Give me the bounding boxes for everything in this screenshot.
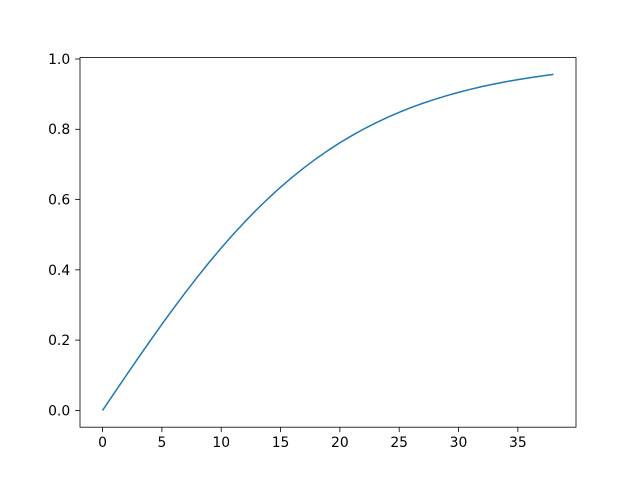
- y-tick-label: 0.4: [48, 263, 70, 279]
- x-tick-label: 20: [331, 435, 349, 451]
- x-tick-label: 5: [157, 435, 166, 451]
- x-tick-label: 15: [272, 435, 290, 451]
- x-tick-label: 35: [509, 435, 527, 451]
- y-tick-label: 0.8: [48, 122, 70, 138]
- y-axis: 0.0 0.2 0.4 0.6 0.8 1.0: [48, 52, 80, 419]
- data-line: [101, 73, 554, 411]
- plot-border: [79, 57, 577, 428]
- y-tick-label: 0.2: [48, 333, 70, 349]
- x-tick-label: 10: [212, 435, 230, 451]
- y-tick-label: 0.6: [48, 192, 70, 208]
- x-tick-label: 0: [98, 435, 107, 451]
- x-tick-label: 30: [450, 435, 468, 451]
- x-tick-label: 25: [390, 435, 408, 451]
- y-tick-label: 0.0: [48, 403, 70, 419]
- x-axis: 0 5 10 15 20 25 30 35: [98, 427, 527, 451]
- y-tick-label: 1.0: [48, 52, 70, 68]
